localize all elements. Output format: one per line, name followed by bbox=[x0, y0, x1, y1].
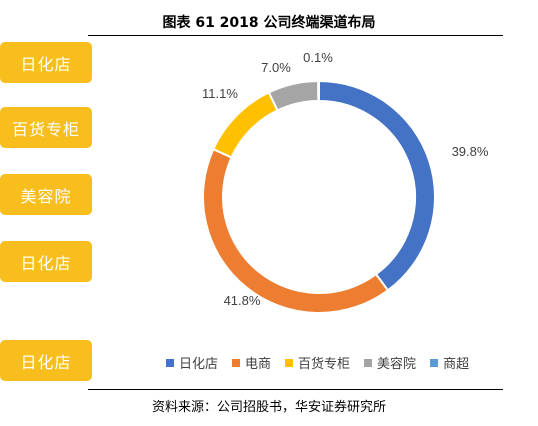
legend-swatch bbox=[232, 358, 241, 367]
chart-legend: 日化店 电商 百货专柜 美容院 商超 bbox=[166, 353, 469, 372]
slice-dianshang-label: 41.8% bbox=[224, 293, 261, 308]
slice-rihuadian-label: 39.8% bbox=[452, 144, 489, 159]
side-button-rihuadian-3[interactable]: 日化店 bbox=[0, 340, 92, 381]
legend-label: 日化店 bbox=[179, 357, 219, 372]
legend-swatch bbox=[166, 358, 174, 367]
side-button-rihuadian-1[interactable]: 日化店 bbox=[0, 42, 92, 83]
legend-swatch bbox=[285, 358, 294, 367]
legend-item: 电商 bbox=[232, 353, 271, 372]
legend-label: 商超 bbox=[443, 357, 470, 372]
slice-meirongyuan bbox=[267, 79, 320, 112]
chart-title: 图表 61 2018 公司终端渠道布局 bbox=[162, 15, 376, 31]
legend-label: 美容院 bbox=[377, 357, 417, 372]
side-button-rihuadian-2[interactable]: 日化店 bbox=[0, 241, 92, 282]
side-button-meirongyuan[interactable]: 美容院 bbox=[0, 174, 92, 215]
legend-item: 日化店 bbox=[166, 353, 218, 372]
legend-item: 美容院 bbox=[364, 353, 416, 372]
slice-baihuo-label: 11.1% bbox=[202, 86, 238, 101]
legend-item: 百货专柜 bbox=[285, 353, 350, 372]
legend-label: 电商 bbox=[245, 357, 272, 372]
title-divider bbox=[88, 35, 503, 36]
legend-swatch bbox=[364, 358, 373, 367]
slice-rihuadian bbox=[318, 79, 436, 292]
legend-swatch bbox=[430, 358, 439, 367]
legend-item: 商超 bbox=[430, 353, 469, 372]
slice-shangchao-label: 0.1% bbox=[303, 50, 333, 65]
side-button-baihuo[interactable]: 百货专柜 bbox=[0, 107, 92, 148]
source-note: 资料来源：公司招股书，华安证券研究所 bbox=[151, 400, 386, 415]
slice-shangchao bbox=[317, 79, 320, 103]
slice-meirongyuan-label: 7.0% bbox=[261, 60, 291, 75]
legend-label: 百货专柜 bbox=[298, 357, 351, 372]
slice-dianshang bbox=[202, 147, 390, 314]
source-divider bbox=[88, 389, 503, 390]
slice-baihuo bbox=[211, 91, 279, 159]
